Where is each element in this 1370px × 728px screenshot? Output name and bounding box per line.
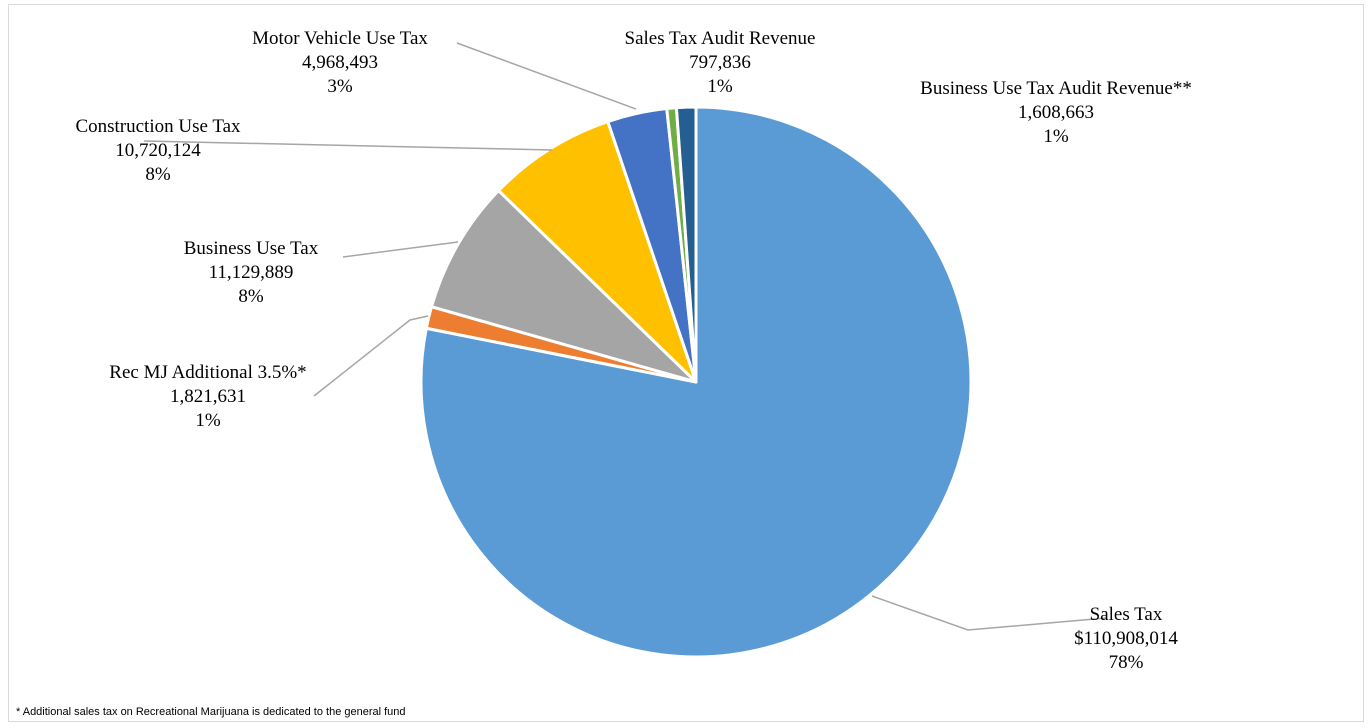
slice-name-label: Business Use Tax (184, 238, 319, 259)
slice-percent-label: 8% (238, 286, 264, 307)
slice-value-label: $110,908,014 (1074, 628, 1178, 649)
data-label: Rec MJ Additional 3.5%* 1,821,631 1% (109, 362, 306, 431)
data-labels: Sales Tax $110,908,014 78% Rec MJ Additiona… (75, 28, 1191, 673)
slice-value-label: 797,836 (689, 52, 751, 73)
leader-line (313, 315, 429, 397)
slice-value-label: 1,821,631 (170, 386, 246, 407)
leader-line (342, 241, 459, 258)
pie-slices (419, 105, 973, 659)
data-label: Business Use Tax Audit Revenue** 1,608,66… (920, 78, 1192, 147)
leader-lines (143, 42, 1107, 631)
leader-line (456, 42, 637, 110)
slice-name-label: Sales Tax Audit Revenue (625, 28, 816, 49)
data-label: Construction Use Tax 10,720,124 8% (75, 116, 241, 185)
slice-percent-label: 78% (1109, 652, 1144, 673)
data-label: Motor Vehicle Use Tax 4,968,493 3% (252, 28, 428, 97)
data-label: Sales Tax Audit Revenue 797,836 1% (625, 28, 816, 97)
slice-name-label: Construction Use Tax (75, 116, 241, 137)
pie-slice-sales-tax (419, 105, 973, 659)
slice-percent-label: 8% (145, 164, 171, 185)
footnote: * Additional sales tax on Recreational M… (16, 706, 406, 718)
slice-value-label: 1,608,663 (1018, 102, 1094, 123)
slice-value-label: 10,720,124 (115, 140, 201, 161)
slice-name-label: Sales Tax (1090, 604, 1163, 625)
leader-line (871, 595, 1107, 631)
data-label: Sales Tax $110,908,014 78% (1074, 604, 1178, 673)
slice-percent-label: 1% (707, 76, 733, 97)
pie-slice-business-use-tax-audit-revenue (674, 105, 698, 384)
leader-line (143, 140, 553, 151)
slice-percent-label: 1% (195, 410, 221, 431)
slice-name-label: Motor Vehicle Use Tax (252, 28, 428, 49)
slice-percent-label: 3% (327, 76, 353, 97)
slice-percent-label: 1% (1043, 126, 1069, 147)
pie-slice-business-use-tax (430, 189, 698, 384)
data-label: Business Use Tax 11,129,889 8% (184, 238, 319, 307)
slice-value-label: 4,968,493 (302, 52, 378, 73)
slice-name-label: Business Use Tax Audit Revenue** (920, 78, 1192, 99)
slice-value-label: 11,129,889 (209, 262, 294, 283)
slice-name-label: Rec MJ Additional 3.5%* (109, 362, 306, 383)
